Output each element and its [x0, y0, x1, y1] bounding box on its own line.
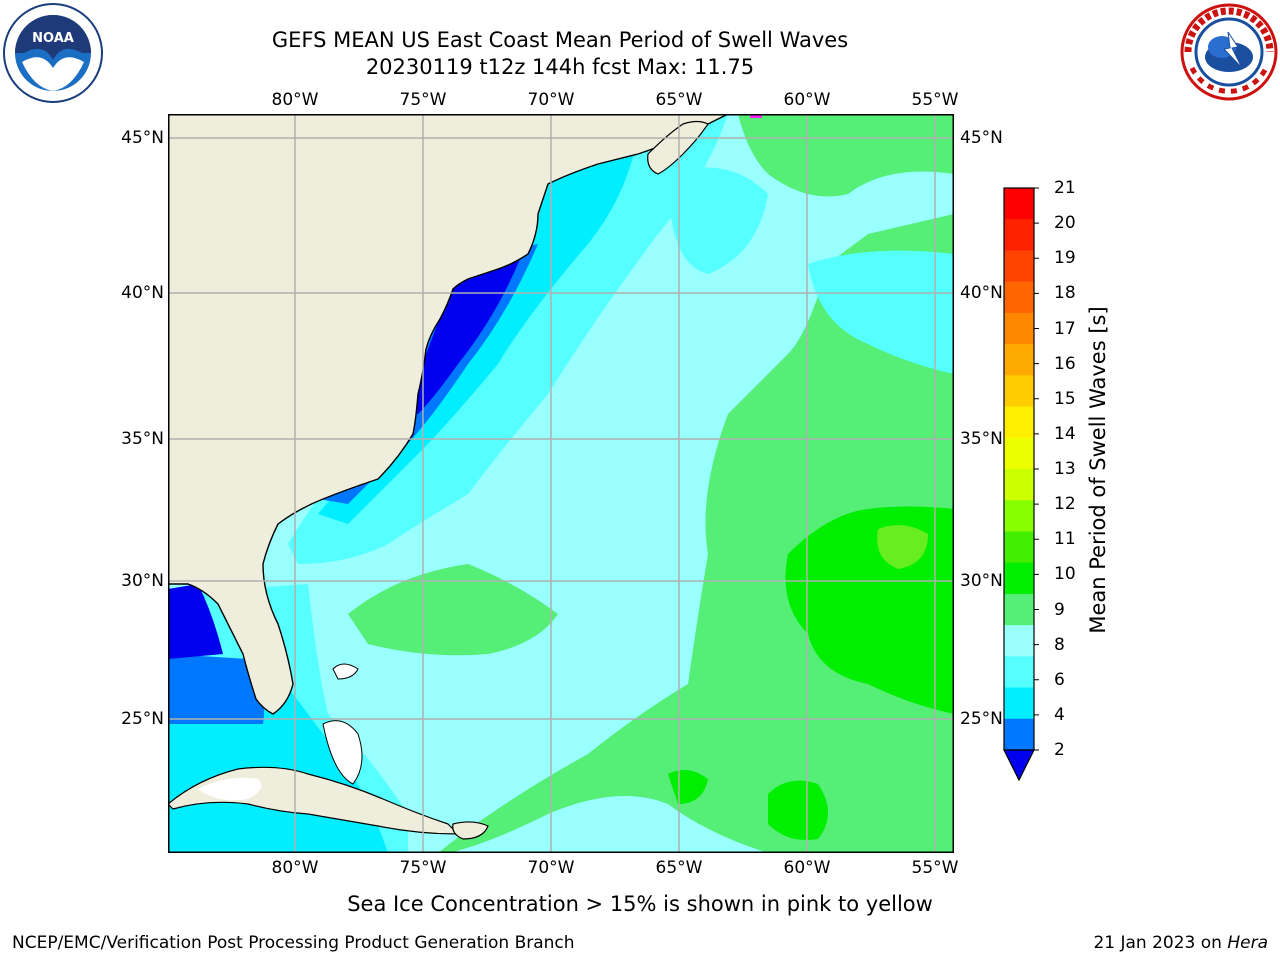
colorbar-swatch	[1004, 406, 1034, 439]
footer-credit: NCEP/EMC/Verification Post Processing Pr…	[12, 933, 575, 953]
colorbar-tick-label: 6	[1054, 669, 1065, 690]
footer-system: Hera	[1227, 933, 1268, 953]
map-gridlines	[168, 114, 954, 853]
colorbar-tick-label: 21	[1054, 178, 1076, 198]
colorbar-swatch	[1004, 718, 1034, 751]
lon-tick-top: 75°W	[399, 90, 447, 110]
lat-tick-right: 25°N	[960, 709, 1003, 729]
lon-tick-bottom: 60°W	[783, 858, 831, 878]
lat-tick-right: 45°N	[960, 128, 1003, 148]
colorbar-swatch	[1004, 625, 1034, 657]
nws-logo-icon	[1180, 3, 1278, 101]
colorbar-tick-label: 10	[1054, 564, 1076, 585]
colorbar-tick-label: 4	[1054, 704, 1065, 725]
colorbar-tick-label: 16	[1054, 353, 1076, 374]
lon-tick-top: 55°W	[911, 90, 959, 110]
colorbar-swatch	[1004, 500, 1034, 532]
colorbar-swatch	[1004, 375, 1034, 408]
land-bahamas	[322, 720, 363, 785]
colorbar-tick-label: 9	[1054, 599, 1065, 620]
swell-region-9-10s	[738, 114, 954, 197]
swell-region-below-2s	[168, 584, 223, 659]
colorbar-swatch	[1004, 344, 1034, 376]
footer-date: 21 Jan 2023 on Hera	[1093, 933, 1268, 953]
sea-ice-note: Sea Ice Concentration > 15% is shown in …	[347, 892, 933, 916]
sea-ice-or-missing-region	[198, 777, 262, 801]
land-hispaniola	[452, 821, 489, 840]
lon-tick-bottom: 75°W	[399, 858, 447, 878]
lat-tick-left: 40°N	[121, 283, 164, 303]
colorbar-swatch	[1004, 562, 1034, 595]
swell-region-11-12s	[877, 525, 928, 569]
swell-region-10-11s	[768, 780, 828, 840]
lat-tick-right: 40°N	[960, 283, 1003, 303]
colorbar-tick-label: 17	[1054, 318, 1076, 339]
swell-region-6-8s	[808, 250, 954, 374]
chart-subtitle: 20230119 t12z 144h fcst Max: 11.75	[365, 55, 755, 79]
swell-region-10-11s	[668, 770, 708, 804]
lon-tick-bottom: 80°W	[271, 858, 319, 878]
lat-tick-right: 35°N	[960, 429, 1003, 449]
colorbar-swatch	[1004, 437, 1034, 470]
colorbar-swatch	[1004, 469, 1034, 501]
colorbar-swatch	[1004, 219, 1034, 251]
swell-region-2-4s	[168, 654, 264, 724]
colorbar-swatch	[1004, 531, 1034, 564]
lon-tick-top: 65°W	[655, 90, 703, 110]
lat-tick-right: 30°N	[960, 571, 1003, 591]
lat-tick-left: 35°N	[121, 429, 164, 449]
lon-tick-bottom: 55°W	[911, 858, 959, 878]
lat-tick-left: 45°N	[121, 128, 164, 148]
lat-tick-left: 25°N	[121, 709, 164, 729]
land-nova-scotia	[647, 120, 709, 175]
lon-tick-top: 80°W	[271, 90, 319, 110]
colorbar-swatch	[1004, 188, 1034, 220]
map-border	[168, 114, 954, 853]
lon-tick-bottom: 70°W	[527, 858, 575, 878]
colorbar-tick-label: 2	[1054, 740, 1065, 760]
chart-title: GEFS MEAN US East Coast Mean Period of S…	[271, 28, 849, 52]
colorbar-extend-arrow	[1003, 749, 1035, 782]
lat-tick-left: 30°N	[121, 571, 164, 591]
land-bahamas	[332, 663, 359, 680]
colorbar-swatch	[1004, 312, 1034, 345]
colorbar-swatch	[1004, 250, 1034, 283]
colorbar-tick-label: 11	[1054, 529, 1076, 550]
lon-tick-top: 70°W	[527, 90, 575, 110]
colorbar-tick-label: 18	[1054, 283, 1076, 304]
swell-region-6-8s	[668, 167, 768, 274]
land-north-america	[168, 114, 729, 715]
colorbar-tick-label: 20	[1054, 213, 1076, 234]
colorbar-tick-label: 12	[1054, 494, 1076, 515]
colorbar-tick-label: 8	[1054, 634, 1065, 655]
map-plot-area	[168, 114, 954, 853]
colorbar	[1003, 187, 1039, 782]
colorbar-tick-label: 19	[1054, 248, 1076, 269]
swell-region-9-10s	[348, 564, 558, 656]
colorbar-label: Mean Period of Swell Waves [s]	[1086, 306, 1110, 634]
colorbar-tick-label: 14	[1054, 423, 1076, 444]
lon-tick-top: 60°W	[783, 90, 831, 110]
lon-tick-bottom: 65°W	[655, 858, 703, 878]
colorbar-swatch	[1004, 656, 1034, 689]
footer-date-text: 21 Jan 2023 on	[1093, 933, 1228, 953]
colorbar-swatch	[1004, 687, 1034, 720]
noaa-logo-text: NOAA	[32, 31, 74, 46]
colorbar-swatch	[1004, 593, 1034, 626]
colorbar-tick-label: 13	[1054, 459, 1076, 479]
noaa-logo-icon: NOAA	[3, 3, 103, 103]
sea-ice-marker	[750, 114, 762, 118]
swell-region-9-10s	[438, 214, 954, 853]
colorbar-swatch	[1004, 281, 1034, 314]
colorbar-tick-label: 15	[1054, 388, 1076, 409]
